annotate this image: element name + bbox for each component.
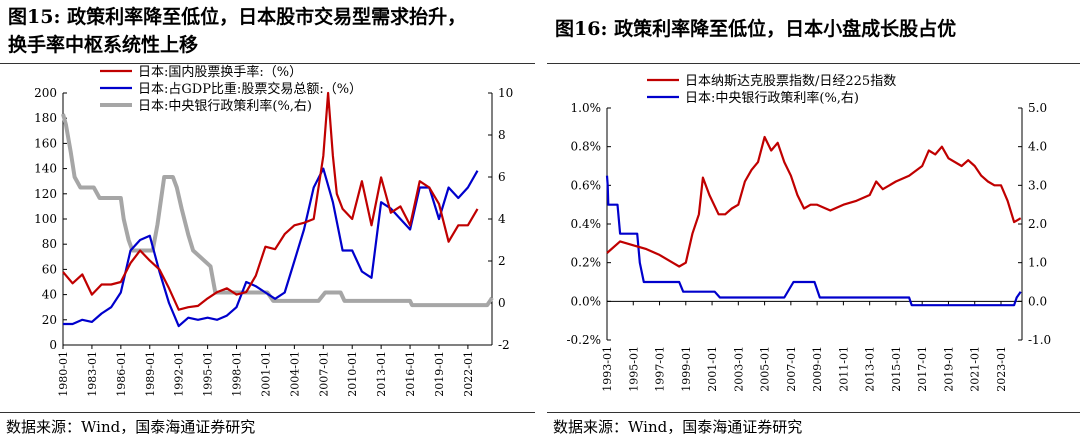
x-tick-label: 1993-01	[601, 346, 614, 392]
right-title-text: 政策利率降至低位，日本小盘成长股占优	[614, 18, 957, 40]
left-y-tick-label: 140	[34, 162, 57, 176]
right-y-tick-label: 1.0	[1028, 256, 1047, 270]
series-line-2	[63, 167, 479, 328]
x-tick-label: 1992-01	[173, 351, 186, 397]
x-tick-label: 2003-01	[732, 346, 745, 392]
right-figure-number: 图16:	[555, 18, 608, 40]
x-tick-label: 2010-01	[346, 351, 359, 397]
legend-label-3: 日本:中央银行政策利率(%,右)	[138, 98, 312, 114]
right-y-tick-label: 2	[498, 254, 506, 268]
right-title-rule	[547, 63, 1080, 64]
left-y-tick-label: 200	[34, 86, 57, 100]
x-tick-label: 1997-01	[654, 346, 667, 392]
x-tick-label: 1999-01	[680, 346, 693, 392]
x-tick-label: 2023-01	[995, 346, 1008, 392]
x-tick-label: 2011-01	[837, 346, 850, 392]
left-title-text-2: 换手率中枢系统性上移	[8, 34, 199, 56]
right-y-tick-label: -1.0	[1028, 333, 1051, 347]
legend-label-2: 日本:中央银行政策利率(%,右)	[685, 90, 859, 106]
right-y-tick-label: 2.0	[1028, 217, 1047, 231]
left-y-tick-label: 20	[42, 313, 57, 327]
right-y-tick-label: 5.0	[1028, 101, 1047, 115]
right-chart-panel: 图16: 政策利率降至低位，日本小盘成长股占优 -0.2% 0.0% 0.2% 0.4…	[547, 0, 1080, 443]
left-chart-title-line1: 图15: 政策利率降至低位，日本股市交易型需求抬升，	[8, 4, 466, 30]
x-tick-label: 2005-01	[759, 346, 772, 392]
right-y-tick-label: 10	[498, 86, 513, 100]
x-tick-label: 2001-01	[706, 346, 719, 392]
left-title-text-1: 政策利率降至低位，日本股市交易型需求抬升，	[67, 6, 467, 28]
x-tick-label: 1980-01	[57, 351, 70, 397]
left-y-tick-label: 40	[42, 288, 57, 302]
right-y-tick-label: 3.0	[1028, 178, 1047, 192]
x-tick-label: 1995-01	[627, 346, 640, 392]
x-tick-label: 2009-01	[811, 346, 824, 392]
left-chart-panel: 图15: 政策利率降至低位，日本股市交易型需求抬升， 换手率中枢系统性上移 0 2…	[0, 0, 535, 443]
left-y-tick-label: 0.6%	[571, 178, 602, 192]
left-y-tick-label: 120	[34, 187, 57, 201]
x-tick-label: 1983-01	[86, 351, 99, 397]
left-source-note: 数据来源：Wind，国泰海通证券研究	[6, 418, 256, 436]
series-line-2	[605, 175, 1022, 307]
left-y-tick-label: 0.8%	[571, 140, 602, 154]
x-tick-label: 2013-01	[375, 351, 388, 397]
x-tick-label: 1998-01	[231, 351, 244, 397]
left-title-rule	[0, 63, 535, 64]
left-y-tick-label: 80	[42, 237, 57, 251]
x-tick-label: 1995-01	[202, 351, 215, 397]
left-line-chart: 0 20 40 60 80 100 120 140 160 180 200 -2 0 2 4 6 8 10 1980…	[34, 64, 513, 397]
series-line-1	[606, 135, 1022, 268]
x-tick-label: 2019-01	[942, 346, 955, 392]
x-tick-label: 2021-01	[969, 346, 982, 392]
right-line-chart: -0.2% 0.0% 0.2% 0.4% 0.6% 0.8% 1.0% -1.0 0.0 1.0 2…	[566, 74, 1051, 392]
right-y-tick-label: 8	[498, 128, 506, 142]
x-tick-label: 2017-01	[916, 346, 929, 392]
series-line-1	[62, 91, 479, 311]
x-tick-label: 2016-01	[404, 351, 417, 397]
left-chart-title-line2: 换手率中枢系统性上移	[8, 32, 198, 58]
left-y-tick-label: 0.0%	[571, 294, 602, 308]
legend-label-1: 日本纳斯达克股票指数/日经225指数	[685, 74, 896, 89]
right-y-tick-label: 4	[498, 212, 506, 226]
x-tick-label: 2019-01	[433, 351, 446, 397]
legend-label-2: 日本:占GDP比重:股票交易总额:（%）	[138, 81, 362, 97]
right-y-tick-label: 4.0	[1028, 140, 1047, 154]
x-tick-label: 1989-01	[144, 351, 157, 397]
left-y-tick-label: 0.2%	[571, 256, 602, 270]
right-source-rule	[547, 412, 1080, 413]
left-y-tick-label: 180	[34, 111, 57, 125]
x-tick-label: 2022-01	[462, 351, 475, 397]
left-y-tick-label: 60	[42, 262, 57, 276]
right-chart-title: 图16: 政策利率降至低位，日本小盘成长股占优	[555, 16, 956, 42]
x-tick-label: 2015-01	[890, 346, 903, 392]
left-figure-number: 图15:	[8, 6, 61, 28]
right-y-tick-label: 0	[498, 296, 506, 310]
x-tick-label: 2007-01	[317, 351, 330, 397]
left-y-tick-label: 160	[34, 136, 57, 150]
right-source-note: 数据来源：Wind，国泰海通证券研究	[553, 418, 803, 436]
x-tick-label: 2007-01	[785, 346, 798, 392]
x-tick-label: 2001-01	[259, 351, 272, 397]
right-y-tick-label: 6	[498, 170, 506, 184]
series-line-3	[61, 113, 494, 308]
left-y-tick-label: 0.4%	[571, 217, 602, 231]
left-y-tick-label: 0	[49, 338, 57, 352]
right-y-tick-label: 0.0	[1028, 294, 1047, 308]
left-y-tick-label: -0.2%	[566, 333, 601, 347]
right-y-tick-label: -2	[498, 338, 510, 352]
left-source-rule	[0, 412, 535, 413]
left-y-tick-label: 100	[34, 212, 57, 226]
x-tick-label: 2013-01	[864, 346, 877, 392]
x-tick-label: 1986-01	[115, 351, 128, 397]
legend-label-1: 日本:国内股票换手率:（%）	[138, 64, 302, 80]
left-y-tick-label: 1.0%	[571, 101, 602, 115]
x-tick-label: 2004-01	[288, 351, 301, 397]
